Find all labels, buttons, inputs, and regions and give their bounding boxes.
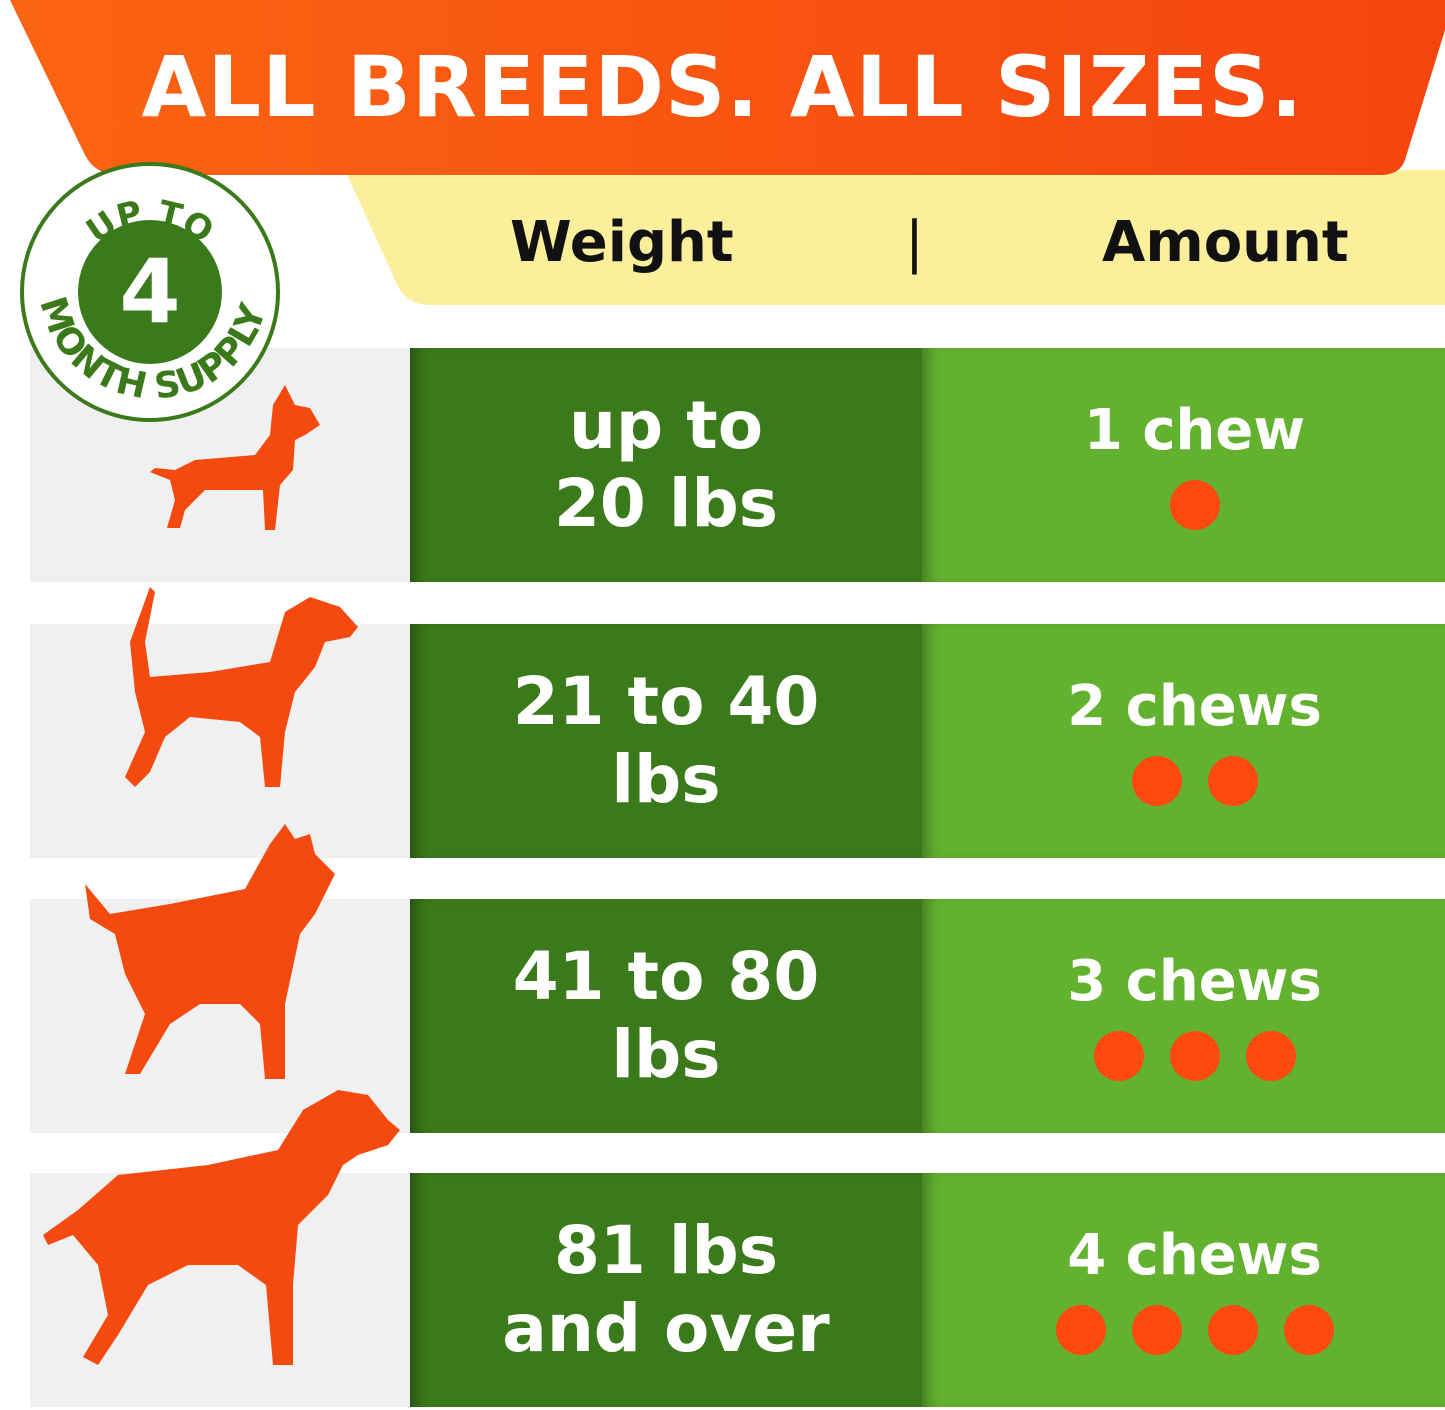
amount-text: 1 chew xyxy=(1083,398,1306,463)
chew-dots xyxy=(922,756,1445,806)
beagle-icon xyxy=(125,587,358,787)
amount-text: 2 chews xyxy=(1067,674,1322,739)
weight-line-2: lbs xyxy=(611,741,721,818)
terrier-icon xyxy=(85,824,335,1079)
weight-cell: 81 lbs and over xyxy=(410,1173,922,1407)
month-supply-badge: UP TO MONTH SUPPLY 4 xyxy=(20,162,280,422)
title-banner xyxy=(10,0,1445,175)
amount-cell: 2 chews xyxy=(922,624,1445,858)
chew-dot xyxy=(1245,1031,1296,1081)
badge-number: 4 xyxy=(119,240,180,343)
weight-line-1: 81 lbs xyxy=(554,1212,778,1289)
weight-cell: up to 20 lbs xyxy=(410,348,922,582)
chew-dot xyxy=(1131,756,1182,806)
weight-line-2: 20 lbs xyxy=(554,465,778,542)
chew-dot xyxy=(1093,1031,1144,1081)
weight-line-2: lbs xyxy=(611,1016,721,1093)
amount-column-header: Amount xyxy=(1102,210,1349,275)
dosage-row: 81 lbs and over 4 chews xyxy=(0,1090,1445,1407)
chew-dot xyxy=(1283,1305,1334,1355)
column-separator: | xyxy=(905,210,924,275)
chew-dots xyxy=(922,480,1445,530)
amount-cell: 3 chews xyxy=(922,899,1445,1133)
dosage-row: 41 to 80 lbs 3 chews xyxy=(0,824,1445,1133)
chew-dots xyxy=(922,1305,1445,1355)
chew-dot xyxy=(1131,1305,1182,1355)
dosage-row: 21 to 40 lbs 2 chews xyxy=(0,587,1445,858)
amount-text: 3 chews xyxy=(1067,949,1322,1014)
weight-cell: 41 to 80 lbs xyxy=(410,899,922,1133)
weight-cell: 21 to 40 lbs xyxy=(410,624,922,858)
small-dog-icon xyxy=(150,385,320,530)
chew-dot xyxy=(1207,1305,1258,1355)
chew-dot xyxy=(1207,756,1258,806)
amount-cell: 4 chews xyxy=(922,1173,1445,1407)
amount-cell: 1 chew xyxy=(922,348,1445,582)
weight-line-2: and over xyxy=(502,1290,830,1367)
weight-line-1: up to xyxy=(568,387,764,464)
large-dog-icon xyxy=(43,1090,400,1365)
weight-line-1: 41 to 80 xyxy=(512,938,820,1015)
header-band xyxy=(345,170,1445,305)
weight-column-header: Weight xyxy=(510,210,734,275)
dosage-row: up to 20 lbs 1 chew xyxy=(0,348,1445,582)
amount-text: 4 chews xyxy=(1067,1223,1322,1288)
weight-line-1: 21 to 40 xyxy=(512,663,820,740)
chew-dot xyxy=(1055,1305,1106,1355)
dog-cell xyxy=(30,624,410,858)
chew-dot xyxy=(1169,480,1220,530)
banner-title: ALL BREEDS. ALL SIZES. xyxy=(141,38,1304,136)
chew-dot xyxy=(1169,1031,1220,1081)
chew-dots xyxy=(922,1031,1445,1081)
